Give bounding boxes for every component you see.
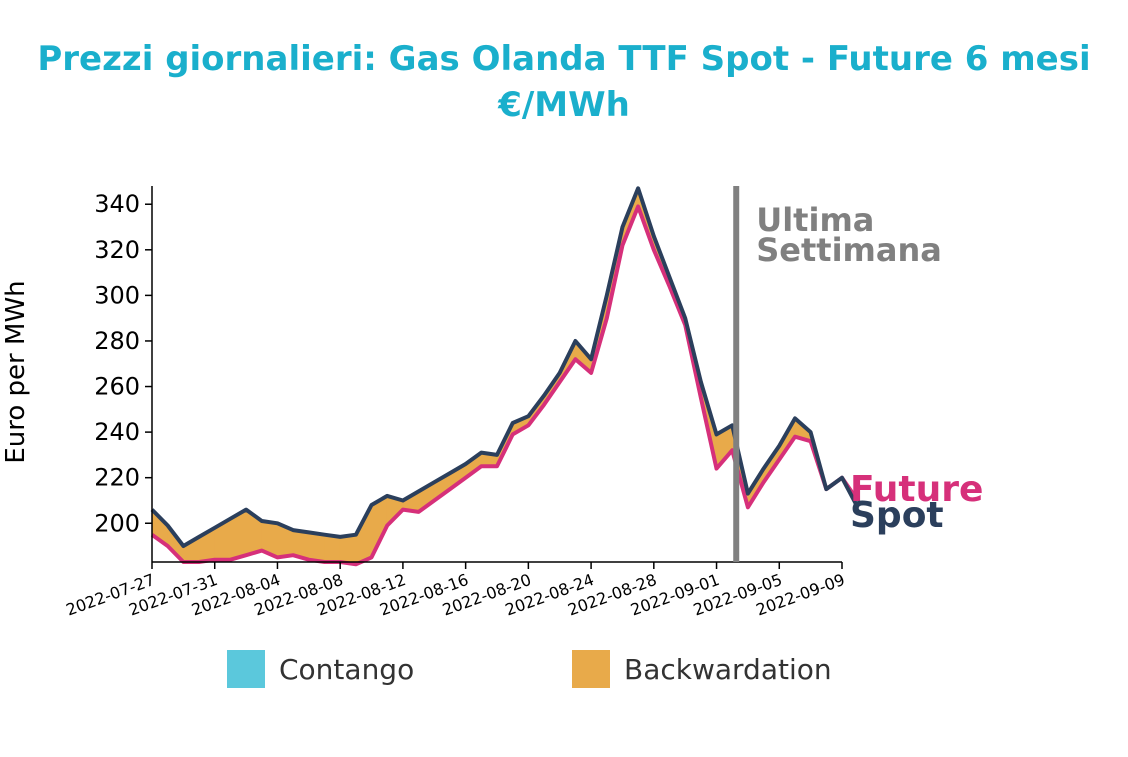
- legend-label-contango: Contango: [279, 652, 415, 686]
- y-tick-label: 260: [94, 373, 140, 401]
- y-axis-title: Euro per MWh: [1, 280, 31, 463]
- spot-end-label: Spot: [850, 495, 944, 536]
- chart-title-line2: €/MWh: [498, 85, 630, 125]
- future-end-label: Future: [850, 469, 983, 510]
- spot-line: [150, 186, 860, 548]
- last-week-label-line1: Ultima: [756, 201, 874, 239]
- contango-swatch: [227, 650, 265, 688]
- legend-label-backwardation: Backwardation: [624, 652, 832, 686]
- future-line: [150, 204, 860, 567]
- y-tick-label: 340: [94, 190, 140, 218]
- spread-segment: [324, 534, 341, 563]
- y-tick-label: 220: [94, 464, 140, 492]
- backwardation-swatch: [572, 650, 610, 688]
- y-tick-label: 200: [94, 509, 140, 537]
- chart-title: Prezzi giornalieri: Gas Olanda TTF Spot …: [0, 36, 1128, 128]
- spread-fill-layer: [151, 188, 858, 565]
- legend-item-contango: Contango: [227, 650, 414, 688]
- y-tick-label: 320: [94, 236, 140, 264]
- y-tick-label: 300: [94, 281, 140, 309]
- y-tick-label: 280: [94, 327, 140, 355]
- axes: 2002202402602803003203402022-07-272022-0…: [1, 186, 847, 620]
- spread-segment: [339, 534, 357, 565]
- chart-title-line1: Prezzi giornalieri: Gas Olanda TTF Spot …: [37, 39, 1091, 79]
- spread-segment: [308, 532, 325, 563]
- spread-segment: [355, 504, 372, 565]
- last-week-label-line2: Settimana: [756, 231, 942, 269]
- series-line-layer: [150, 186, 860, 567]
- legend-item-backwardation: Backwardation: [572, 650, 832, 688]
- y-tick-label: 240: [94, 418, 140, 446]
